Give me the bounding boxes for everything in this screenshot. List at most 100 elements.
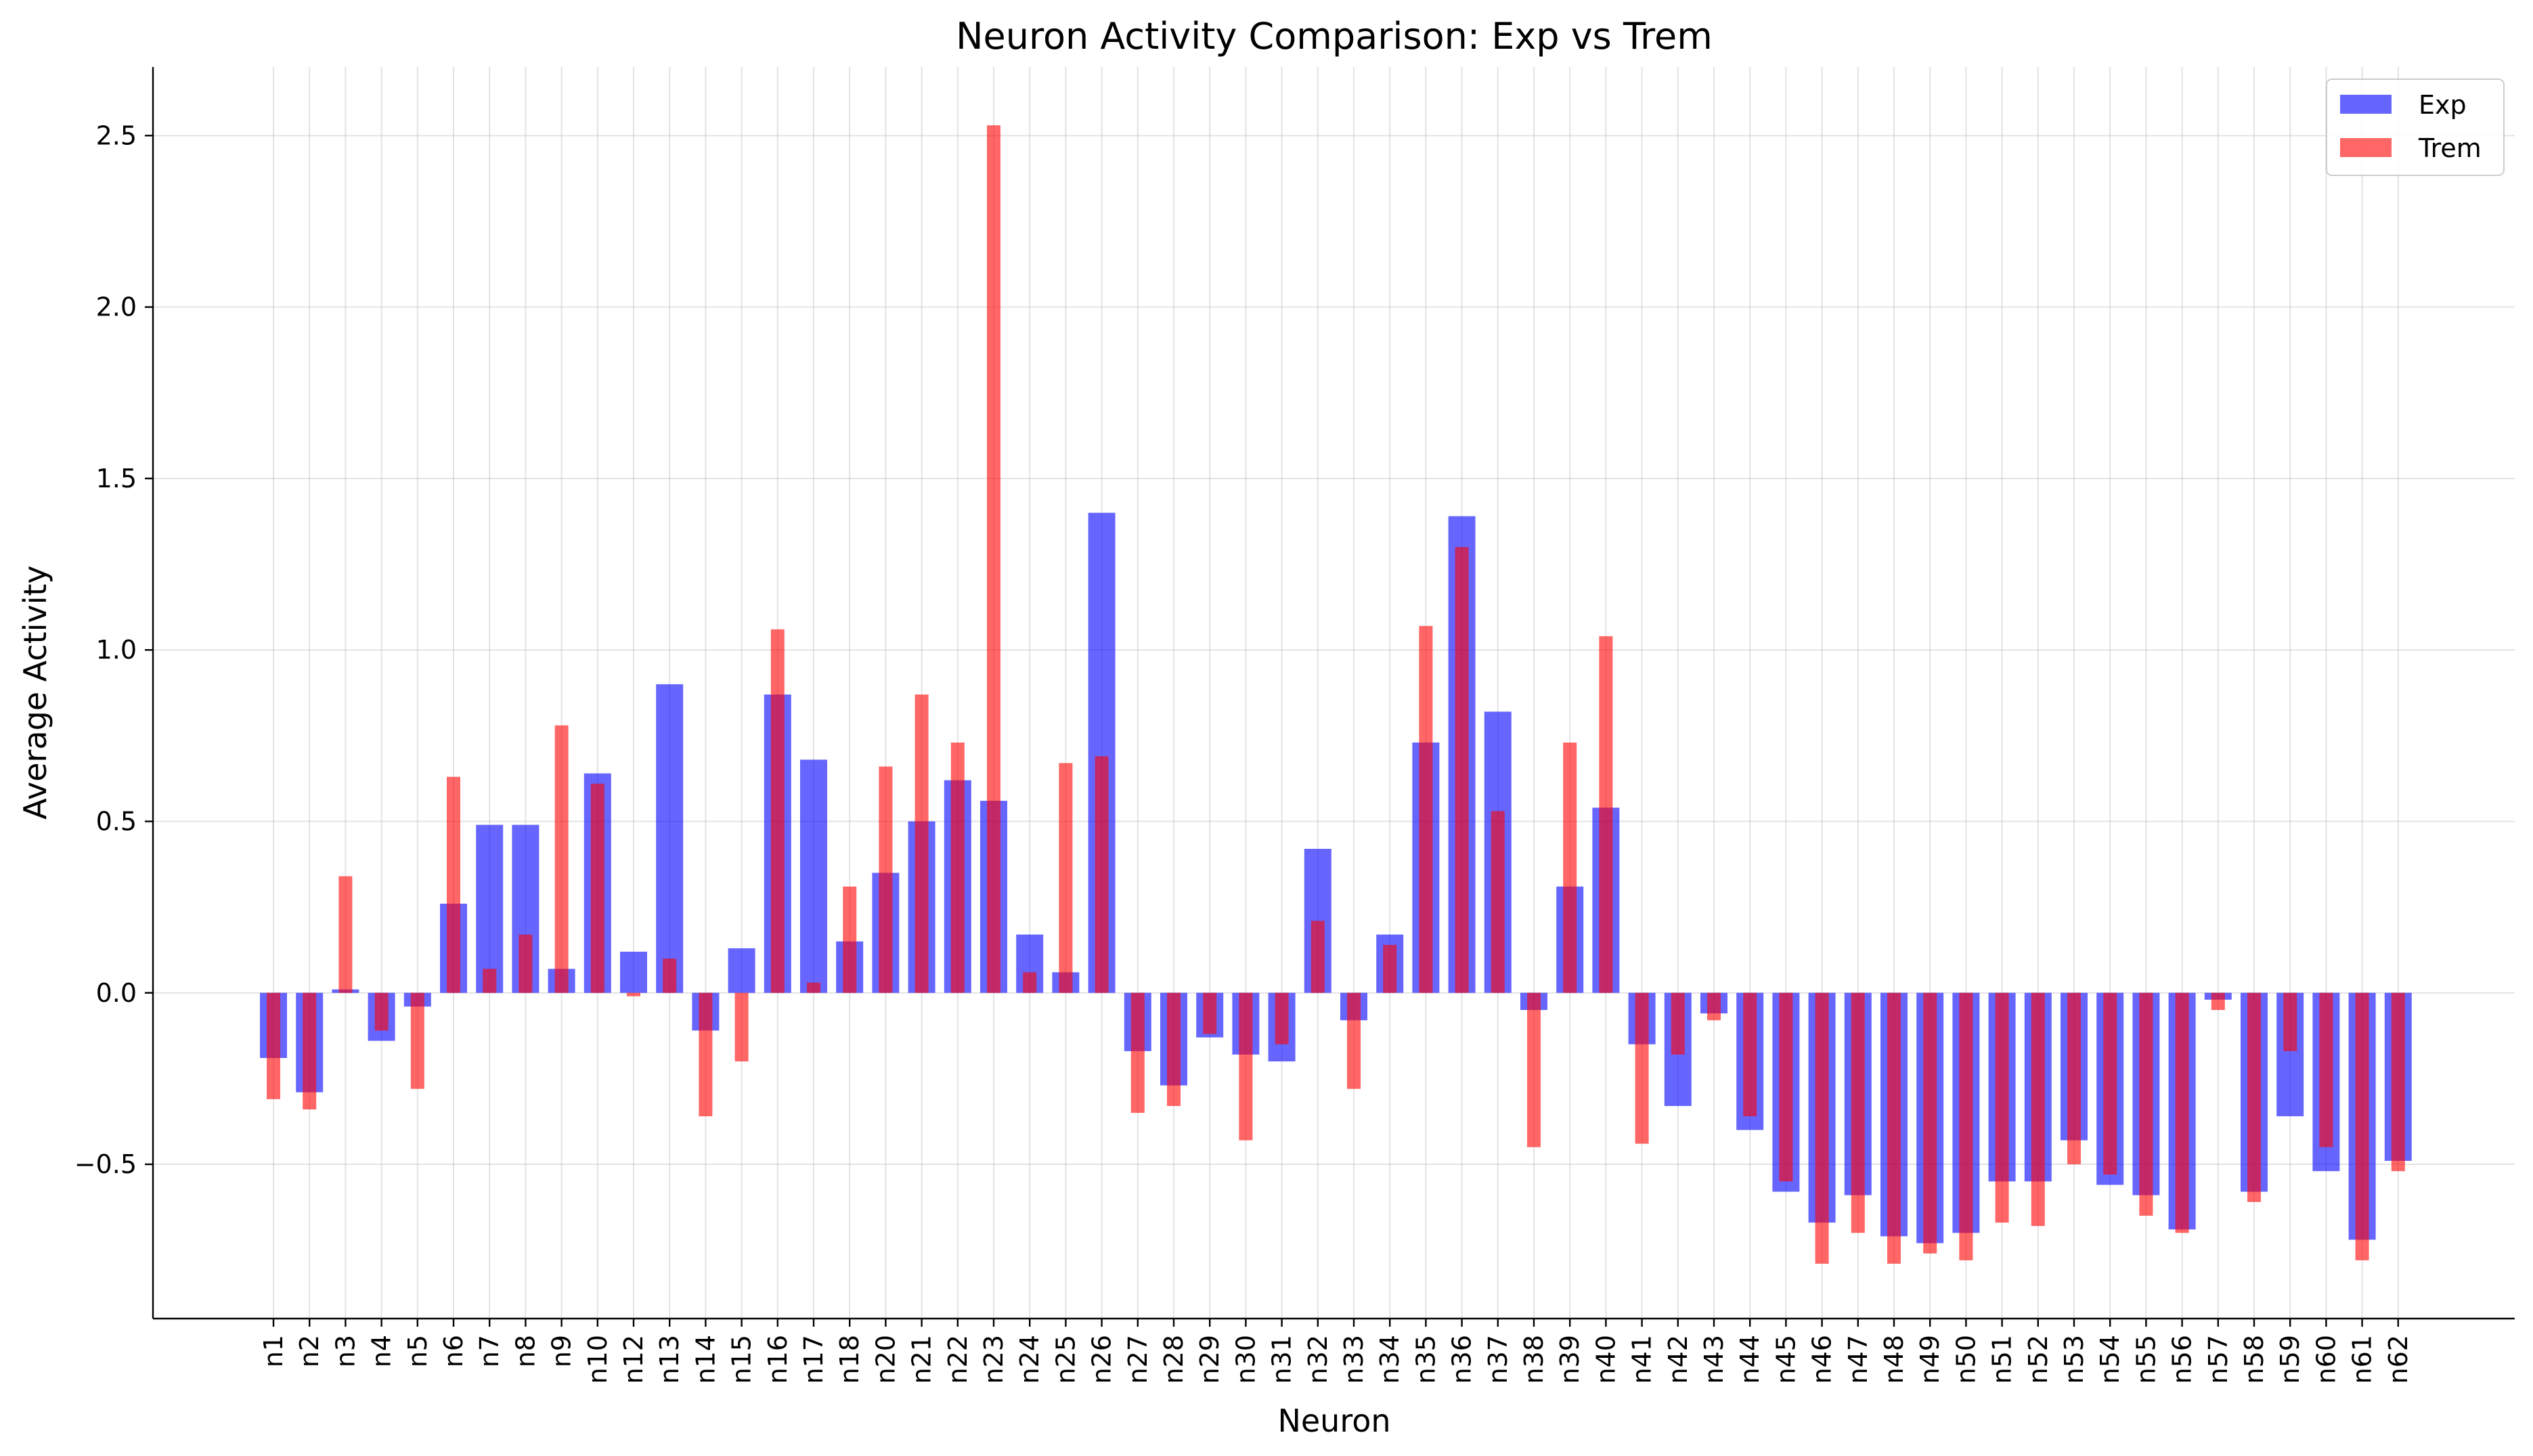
- bar-trem-n6: [447, 776, 460, 993]
- x-tick-label: n58: [2239, 1335, 2269, 1384]
- bar-trem-n5: [410, 992, 424, 1089]
- x-tick-label: n39: [1555, 1335, 1585, 1384]
- y-tick-label: 2.5: [96, 120, 137, 150]
- x-tick-label: n50: [1951, 1335, 1981, 1384]
- x-tick-label: n13: [655, 1335, 684, 1384]
- x-tick-label: n30: [1231, 1335, 1260, 1384]
- x-tick-label: n47: [1843, 1335, 1873, 1384]
- bar-trem-n60: [2319, 992, 2333, 1147]
- bar-trem-n17: [807, 982, 820, 993]
- y-tick-label: 1.5: [96, 464, 137, 493]
- x-tick-label: n25: [1051, 1335, 1080, 1384]
- x-tick-label: n24: [1015, 1335, 1044, 1384]
- bar-trem-n35: [1419, 625, 1433, 993]
- bar-trem-n29: [1203, 992, 1217, 1034]
- x-tick-label: n15: [727, 1335, 757, 1384]
- x-tick-label: n8: [510, 1335, 540, 1367]
- bar-trem-n18: [843, 886, 857, 993]
- x-tick-label: n33: [1339, 1335, 1369, 1384]
- bar-trem-n1: [267, 992, 280, 1099]
- bar-trem-n54: [2103, 992, 2117, 1175]
- x-tick-label: n7: [475, 1335, 504, 1367]
- x-tick-label: n21: [907, 1335, 937, 1384]
- bar-trem-n14: [699, 992, 713, 1117]
- tick-labels: −0.5 0.0 0.5 1.0 1.5 2.0 2.5 n1 n2 n3 n4 n5 n6 n7 n8 n9…: [74, 120, 2413, 1384]
- bar-trem-n30: [1239, 992, 1253, 1141]
- bar-trem-n23: [987, 125, 1000, 993]
- bar-trem-n51: [1995, 992, 2009, 1223]
- x-tick-label: n40: [1591, 1335, 1621, 1384]
- legend-label-exp: Exp: [2419, 90, 2467, 120]
- bar-trem-n42: [1671, 992, 1685, 1055]
- legend-swatch-exp: [2340, 95, 2392, 114]
- x-tick-label: n49: [1915, 1335, 1945, 1384]
- x-tick-label: n29: [1195, 1335, 1225, 1384]
- x-tick-label: n37: [1483, 1335, 1513, 1384]
- x-tick-label: n45: [1771, 1335, 1801, 1384]
- grid-lines: [153, 67, 2515, 1319]
- bar-trem-n62: [2391, 992, 2405, 1172]
- y-tick-label: −0.5: [74, 1149, 137, 1179]
- x-tick-label: n59: [2275, 1335, 2305, 1384]
- bar-trem-n43: [1707, 992, 1721, 1021]
- x-tick-label: n44: [1735, 1335, 1765, 1384]
- bar-trem-n24: [1023, 972, 1037, 993]
- chart-title: Neuron Activity Comparison: Exp vs Trem: [956, 15, 1713, 58]
- x-tick-label: n4: [367, 1335, 397, 1367]
- bar-trem-n57: [2211, 992, 2225, 1011]
- bar-trem-n8: [519, 934, 533, 993]
- x-tick-label: n52: [2023, 1335, 2053, 1384]
- bar-trem-n10: [590, 783, 604, 993]
- bar-trem-n59: [2283, 992, 2297, 1051]
- bar-trem-n40: [1599, 636, 1613, 993]
- x-tick-label: n38: [1519, 1335, 1549, 1384]
- x-tick-label: n53: [2059, 1335, 2089, 1384]
- x-tick-label: n60: [2311, 1335, 2341, 1384]
- bar-trem-n26: [1095, 756, 1109, 993]
- bar-exp-n12: [620, 951, 647, 993]
- x-tick-label: n2: [294, 1335, 324, 1367]
- bar-exp-n13: [656, 684, 684, 993]
- bar-trem-n39: [1563, 742, 1577, 993]
- bar-trem-n47: [1851, 992, 1865, 1233]
- y-tick-label: 1.0: [96, 635, 137, 665]
- bar-trem-n15: [734, 992, 749, 1062]
- x-tick-label: n10: [583, 1335, 613, 1384]
- exp-series-bars: [260, 512, 2412, 1243]
- x-tick-label: n28: [1159, 1335, 1189, 1384]
- bar-trem-n9: [554, 725, 569, 993]
- bar-trem-n46: [1815, 992, 1829, 1264]
- bar-trem-n45: [1779, 992, 1793, 1182]
- x-tick-label: n12: [619, 1335, 648, 1384]
- bar-trem-n50: [1959, 992, 1973, 1260]
- trem-series-bars: [267, 125, 2405, 1264]
- y-tick-label: 2.0: [96, 292, 137, 322]
- x-tick-label: n14: [690, 1335, 720, 1384]
- bar-trem-n52: [2031, 992, 2045, 1227]
- x-tick-label: n16: [763, 1335, 793, 1384]
- bar-trem-n61: [2355, 992, 2369, 1260]
- bar-trem-n49: [1923, 992, 1937, 1254]
- bar-trem-n22: [950, 742, 965, 993]
- bar-trem-n38: [1527, 992, 1541, 1147]
- x-tick-label: n61: [2348, 1335, 2377, 1384]
- x-tick-label: n27: [1123, 1335, 1153, 1384]
- x-tick-label: n17: [799, 1335, 829, 1384]
- bar-trem-n25: [1059, 763, 1073, 993]
- bar-trem-n21: [915, 694, 929, 993]
- x-tick-label: n22: [943, 1335, 973, 1384]
- x-tick-label: n34: [1375, 1335, 1405, 1384]
- bar-trem-n55: [2139, 992, 2153, 1216]
- bar-exp-n15: [728, 948, 755, 993]
- x-tick-label: n5: [403, 1335, 433, 1367]
- bar-trem-n12: [627, 992, 640, 996]
- legend-swatch-trem: [2340, 138, 2392, 157]
- bar-trem-n56: [2175, 992, 2189, 1233]
- bar-trem-n13: [663, 958, 677, 993]
- bar-trem-n16: [770, 629, 785, 993]
- y-axis-label: Average Activity: [17, 565, 53, 820]
- x-tick-label: n48: [1879, 1335, 1909, 1384]
- bar-exp-n17: [800, 759, 827, 993]
- x-tick-label: n41: [1627, 1335, 1657, 1384]
